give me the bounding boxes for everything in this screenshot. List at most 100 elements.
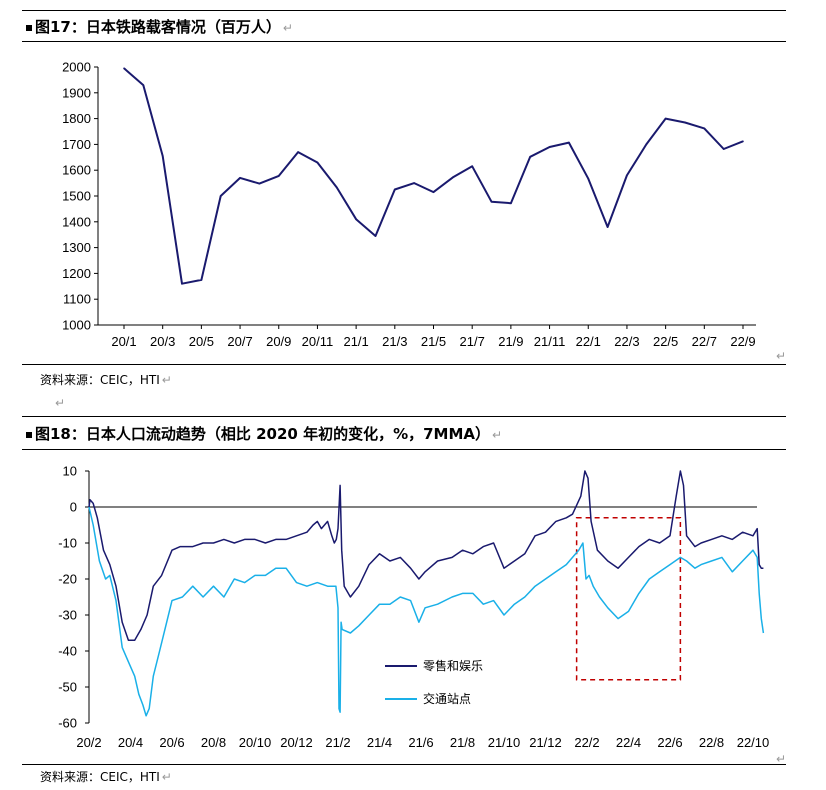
- chart1-data-point: [413, 182, 416, 184]
- chart1-data-point: [316, 161, 319, 164]
- chart1-y-tick-label: 1700: [62, 137, 91, 152]
- return-mark-icon: ↵: [161, 770, 172, 784]
- chart1-data-point: [626, 174, 628, 177]
- chart1-source-rule: [22, 364, 786, 365]
- chart1-y-tick-label: 1500: [62, 189, 91, 204]
- chart1-x-tick-label: 20/7: [227, 334, 252, 349]
- chart2-x-tick-label: 22/4: [616, 735, 641, 750]
- chart1-x-tick-label: 20/3: [150, 334, 175, 349]
- chart1-y-tick-label: 1400: [62, 214, 91, 229]
- chart2-y-tick-label: 0: [70, 500, 77, 515]
- chart1-data-point: [722, 148, 725, 150]
- chart2-x-tick-label: 21/6: [408, 735, 433, 750]
- chart2-y-tick-label: -20: [58, 572, 77, 587]
- chart2-caption-rule: [22, 449, 786, 450]
- chart1-data-point: [742, 140, 744, 143]
- chart1-x-tick-label: 21/11: [534, 334, 566, 349]
- paragraph-return-icon: ↵: [776, 349, 787, 363]
- chart2-x-tick-label: 21/12: [529, 735, 562, 750]
- chart1-data-point: [336, 186, 338, 189]
- chart1-x-tick-label: 22/5: [653, 334, 678, 349]
- chart1-y-tick-label: 1200: [62, 266, 91, 281]
- chart2-y-tick-label: -30: [58, 608, 77, 623]
- chart1-data-point: [394, 188, 396, 191]
- chart2-x-tick-label: 20/12: [280, 735, 313, 750]
- chart1-data-point: [239, 177, 241, 179]
- bullet-square-icon: [26, 431, 32, 438]
- chart2-y-tick-label: -40: [58, 644, 77, 659]
- chart1-data-point: [587, 177, 590, 180]
- return-mark-icon: ↵: [282, 21, 293, 35]
- paragraph-return-icon: ↵: [55, 396, 66, 410]
- chart1-data-point: [548, 146, 551, 148]
- chart2-y-tick-label: -60: [58, 716, 77, 731]
- chart1-data-point: [645, 143, 648, 146]
- chart2-legend-label: 交通站点: [423, 691, 471, 706]
- chart2-highlight-box: [575, 517, 682, 681]
- chart2-caption: 图18：日本人口流动趋势（相比 2020 年初的变化，%，7MMA） ↵: [26, 423, 502, 444]
- chart1-data-point: [374, 235, 377, 237]
- chart2-x-tick-label: 20/10: [239, 735, 272, 750]
- chart1-data-point: [123, 67, 125, 70]
- chart2-legend-label: 零售和娱乐: [423, 658, 483, 673]
- chart1-series-line: [123, 67, 744, 285]
- chart1-x-tick-label: 22/7: [692, 334, 717, 349]
- chart1-caption: 图17：日本铁路载客情况（百万人） ↵: [26, 16, 293, 37]
- chart1-x-tick-label: 21/7: [460, 334, 485, 349]
- chart1-x-tick-label: 20/11: [302, 334, 334, 349]
- chart1-data-point: [568, 141, 570, 144]
- chart1-data-point: [471, 165, 474, 168]
- chart2-series-line: [88, 470, 764, 641]
- chart2-x-tick-label: 20/4: [118, 735, 143, 750]
- chart1-data-point: [142, 84, 145, 86]
- chart2-x-tick-label: 21/2: [325, 735, 350, 750]
- chart1-x-tick-label: 21/1: [343, 334, 368, 349]
- chart1-data-point: [200, 279, 203, 281]
- chart2-x-tick-label: 20/8: [201, 735, 226, 750]
- chart2-x-tick-label: 22/2: [574, 735, 599, 750]
- chart2-y-tick-label: 10: [63, 464, 77, 479]
- chart2-source-rule: [22, 764, 786, 765]
- chart2-top-rule: [22, 416, 786, 417]
- chart2-x-tick-label: 22/10: [737, 735, 770, 750]
- chart1-data-point: [297, 151, 299, 153]
- chart2-series-line: [88, 506, 765, 717]
- chart1-data-point: [510, 202, 512, 204]
- chart2-x-tick-label: 20/2: [76, 735, 101, 750]
- chart1-x-tick-label: 20/1: [111, 334, 136, 349]
- chart1-data-point: [258, 182, 261, 185]
- chart1-y-tick-label: 1100: [63, 292, 91, 307]
- chart1-y-tick-label: 1300: [62, 240, 91, 255]
- chart1-data-point: [529, 156, 531, 158]
- chart2-y-tick-label: -50: [58, 680, 77, 695]
- chart1-x-tick-label: 22/3: [614, 334, 639, 349]
- chart1-data-point: [452, 176, 454, 179]
- chart1-x-tick-label: 20/5: [189, 334, 214, 349]
- chart2-x-tick-label: 21/4: [367, 735, 392, 750]
- chart2-x-tick-label: 22/6: [657, 735, 682, 750]
- return-mark-icon: ↵: [161, 373, 172, 387]
- chart2-x-tick-label: 20/6: [159, 735, 184, 750]
- chart1-x-tick-label: 22/1: [576, 334, 601, 349]
- top-rule: [22, 10, 786, 11]
- chart1-data-point: [684, 121, 686, 124]
- chart1-x-tick-label: 21/9: [498, 334, 523, 349]
- chart2-x-tick-label: 21/10: [488, 735, 521, 750]
- chart1-data-point: [490, 200, 493, 203]
- chart1-x-tick-label: 21/3: [382, 334, 407, 349]
- chart1-y-tick-label: 1800: [62, 111, 91, 126]
- bullet-square-icon: [26, 24, 32, 31]
- chart1-y-tick-label: 1000: [62, 318, 91, 333]
- chart1-data-point: [355, 218, 357, 220]
- chart1-y-tick-label: 1900: [62, 85, 91, 100]
- chart1-data-point: [703, 127, 706, 130]
- chart1-data-point: [278, 175, 280, 177]
- paragraph-return-icon: ↵: [776, 752, 787, 766]
- chart2-y-tick-label: -10: [58, 536, 77, 551]
- chart1-data-point: [181, 282, 183, 285]
- chart1-data-point: [432, 191, 435, 193]
- chart1-source: 资料来源：CEIC，HTI ↵: [40, 373, 172, 387]
- chart2-source: 资料来源：CEIC，HTI ↵: [40, 770, 172, 784]
- chart1-data-point: [606, 226, 609, 228]
